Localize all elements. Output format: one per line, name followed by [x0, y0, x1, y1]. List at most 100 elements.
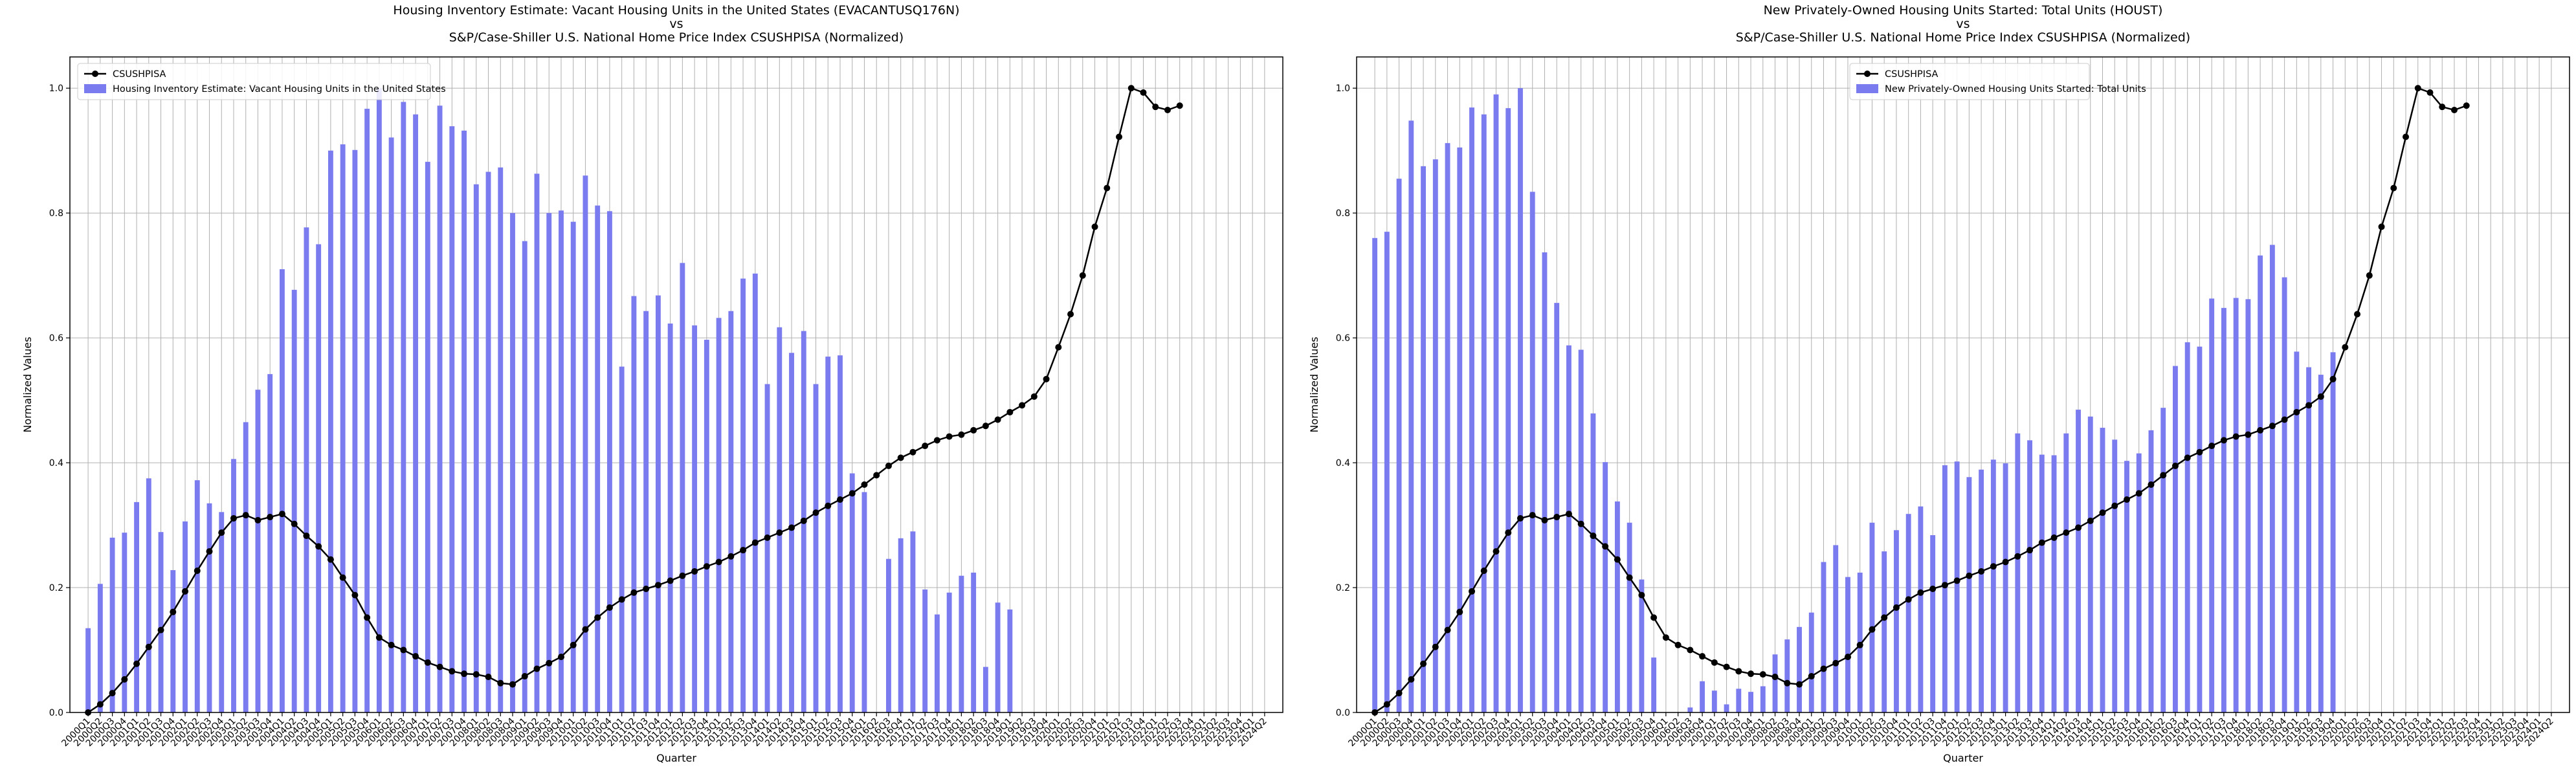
bar: [1651, 657, 1657, 712]
line-point: [606, 604, 613, 611]
bar: [692, 325, 698, 712]
line-point: [740, 547, 747, 554]
bar: [680, 263, 685, 712]
line-point: [1759, 671, 1766, 678]
bar: [231, 459, 236, 712]
line-point: [2075, 524, 2082, 531]
bar: [2051, 455, 2057, 712]
bar: [1990, 459, 1996, 712]
line-point: [994, 416, 1001, 423]
bar: [243, 422, 249, 712]
line-point: [339, 574, 346, 581]
bar: [485, 171, 491, 712]
axes-frame: [69, 56, 1283, 713]
bar: [376, 88, 382, 712]
bar: [1797, 626, 1802, 712]
bar: [183, 521, 188, 712]
line-point: [849, 490, 856, 497]
bar: [813, 384, 819, 712]
line-point: [2390, 184, 2397, 192]
bar: [425, 162, 430, 712]
axes-frame: [1356, 56, 2570, 713]
bar: [1784, 639, 1790, 712]
line-point: [206, 548, 213, 555]
bar: [1845, 577, 1850, 712]
bar: [1505, 108, 1511, 712]
bar: [97, 584, 103, 712]
line-point: [1469, 588, 1476, 595]
bar: [1457, 147, 1463, 712]
line-point: [436, 663, 443, 670]
line-point: [145, 643, 152, 650]
line-point: [2063, 529, 2070, 536]
bar: [1481, 114, 1487, 712]
bar: [1930, 535, 1936, 712]
line-point: [1832, 659, 1839, 667]
bar: [2087, 416, 2093, 712]
bar: [789, 353, 794, 712]
line-point: [1953, 577, 1960, 584]
line-point: [1602, 543, 1609, 550]
bar: [1724, 704, 1729, 712]
line-point: [1091, 223, 1098, 230]
bar: [304, 227, 309, 712]
bar: [959, 575, 964, 712]
bar: [583, 175, 588, 712]
line-point: [654, 582, 661, 589]
line-point: [1626, 574, 1633, 581]
bar: [2160, 408, 2166, 712]
line-point: [570, 641, 577, 648]
line-point: [970, 426, 977, 434]
bar: [1966, 477, 1972, 712]
line-point: [897, 454, 904, 461]
line-point: [364, 614, 371, 621]
line-point: [2329, 375, 2337, 382]
line-point: [2305, 402, 2313, 409]
line-point: [1917, 589, 1924, 596]
bar: [983, 667, 988, 712]
line-point: [267, 514, 274, 521]
line-point: [2257, 426, 2264, 434]
line-point: [1650, 614, 1658, 621]
line-point: [1541, 516, 1548, 524]
line-point: [2135, 490, 2142, 497]
line-point: [2232, 433, 2239, 440]
bar: [1445, 143, 1450, 712]
line-point: [109, 690, 116, 697]
line-point: [2208, 443, 2215, 450]
line-point: [2293, 408, 2300, 415]
chart-panel-1: Housing Inventory Estimate: Vacant Housi…: [21, 3, 1283, 764]
line-point: [2184, 454, 2191, 461]
legend-marker-swatch: [92, 71, 98, 77]
bar: [728, 311, 734, 712]
bar: [109, 537, 115, 712]
bar: [1979, 469, 1984, 712]
line-point: [751, 539, 759, 546]
bar: [2330, 352, 2336, 712]
bar: [946, 592, 952, 712]
bar: [740, 278, 746, 712]
bar: [764, 384, 770, 712]
bar: [2015, 433, 2021, 712]
line-point: [96, 701, 104, 708]
bar: [1493, 94, 1499, 712]
line-point: [703, 563, 710, 570]
line-point: [1553, 514, 1560, 521]
bar: [146, 478, 151, 712]
line-point: [1687, 646, 1694, 654]
line-point: [861, 481, 868, 488]
bar: [1372, 237, 1378, 712]
line-point: [812, 509, 819, 516]
bar: [704, 340, 709, 712]
line-point: [133, 660, 140, 667]
bar: [1918, 506, 1924, 712]
line-point: [946, 433, 953, 440]
line-point: [958, 431, 965, 438]
y-tick-label: 0.2: [49, 583, 63, 593]
line-point: [1055, 344, 1062, 351]
line-point: [388, 641, 395, 648]
bar: [619, 366, 625, 712]
line-point: [533, 665, 540, 672]
bar: [631, 296, 637, 713]
bar: [2233, 298, 2239, 713]
